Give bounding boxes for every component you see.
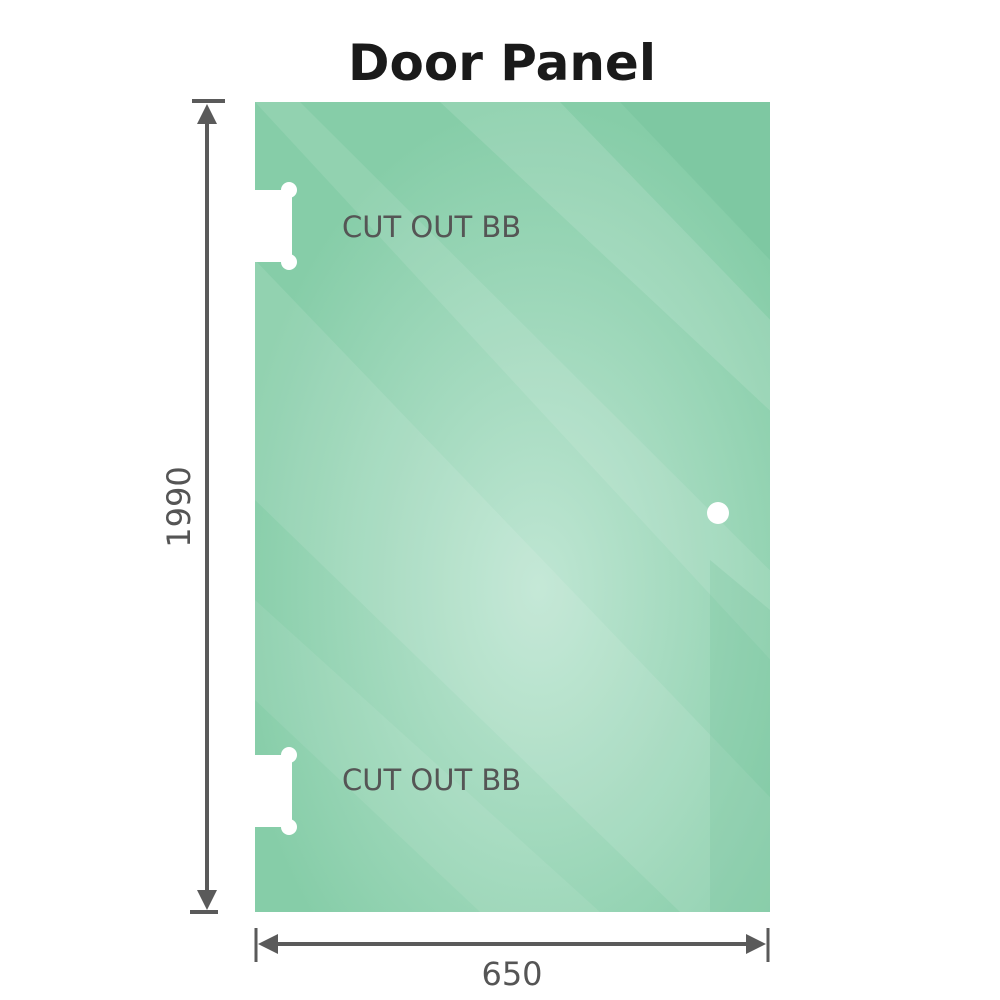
width-dimension-label: 650	[481, 955, 542, 993]
cutout-bottom-label: CUT OUT BB	[342, 763, 521, 797]
handle-hole	[707, 502, 729, 524]
height-dimension-label: 1990	[160, 466, 198, 547]
diagram-title: Door Panel	[348, 34, 656, 92]
cutout-top	[254, 182, 297, 270]
width-dimension-line	[254, 928, 770, 962]
height-dimension-line	[190, 99, 225, 914]
cutout-bottom	[254, 747, 297, 835]
glass-reflections	[255, 102, 770, 912]
cutout-top-label: CUT OUT BB	[342, 210, 521, 244]
glass-panel	[254, 102, 770, 912]
